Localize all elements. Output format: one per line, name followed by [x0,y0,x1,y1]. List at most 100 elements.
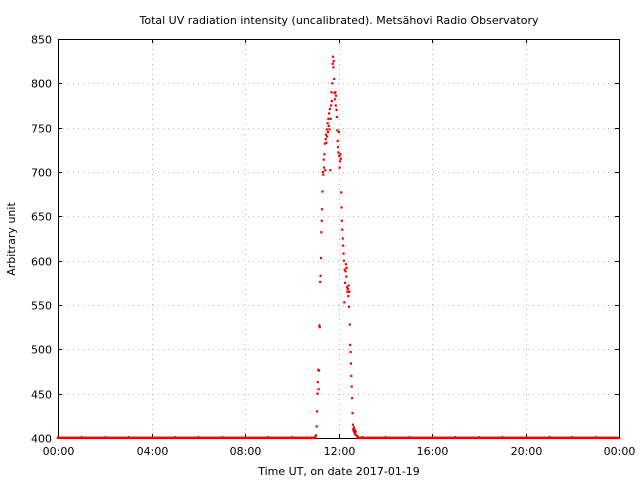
baseline-point [582,436,586,439]
data-point [328,112,331,115]
baseline-point [167,436,171,439]
baseline-point [177,436,180,439]
data-point [332,60,335,63]
x-tick-label: 16:00 [417,445,449,458]
baseline-point [489,436,492,439]
baseline-point [586,436,590,439]
baseline-point [121,436,124,439]
baseline-point [288,436,292,439]
data-point [321,170,325,174]
data-point [342,244,345,247]
baseline-point [179,436,182,439]
baseline-point [465,436,469,439]
baseline-point [185,436,188,439]
baseline-point [214,436,217,439]
baseline-point [290,436,293,439]
baseline-point [124,436,128,439]
baseline-point [380,436,383,439]
baseline-point [389,436,393,439]
data-point [340,206,343,209]
data-point [351,412,354,415]
baseline-point [78,436,81,439]
baseline-point [613,436,617,439]
baseline-point [598,436,601,439]
baseline-point [276,436,280,439]
baseline-point [532,436,535,439]
baseline-point [286,436,290,439]
baseline-point [559,436,562,439]
baseline-point [522,436,525,439]
baseline-point [302,436,305,439]
baseline-point [311,436,315,439]
data-point [351,423,355,426]
data-point [356,436,360,439]
data-point [317,369,321,372]
baseline-point [210,436,214,439]
baseline-point [569,436,572,439]
baseline-point [97,436,101,439]
baseline-point [253,436,256,439]
baseline-point [372,436,375,439]
baseline-point [409,436,412,439]
data-point [329,169,332,172]
data-point [314,434,318,437]
baseline-point [222,436,225,439]
grid-lines [58,39,619,438]
data-point [354,433,357,436]
baseline-point [541,436,545,439]
baseline-point [226,436,229,439]
baseline-point [70,436,73,439]
baseline-point [574,436,578,439]
data-point [316,381,319,384]
baseline-point [236,436,239,439]
baseline-point [485,436,488,439]
baseline-point [76,436,79,439]
data-point [344,263,348,266]
baseline-point [265,436,268,439]
data-point [350,374,353,378]
baseline-point [508,436,512,439]
baseline-point [267,436,270,439]
y-tick-label: 750 [31,123,52,136]
data-point [330,91,333,94]
baseline-point [212,436,216,439]
baseline-point [500,436,504,439]
data-point [323,153,326,156]
x-axis: 00:00 04:00 08:00 12:00 16:00 20:00 00:00 [43,39,635,458]
data-point [315,410,319,413]
baseline-point [271,436,274,439]
baseline-point [245,436,249,439]
baseline-point [68,436,71,439]
baseline-point [611,436,615,439]
baseline-point [117,436,120,439]
baseline-point [163,436,167,439]
data-point [330,99,333,103]
baseline-point [434,436,438,439]
baseline-point [535,436,539,439]
baseline-point [56,436,60,439]
baseline-point [103,436,106,439]
baseline-point [130,436,134,439]
baseline-point [461,436,465,439]
baseline-point [448,436,451,439]
baseline-point [91,436,95,439]
baseline-point [261,436,264,439]
data-point [333,77,336,80]
baseline-point [257,436,260,439]
baseline-point [567,436,570,439]
baseline-point [594,436,597,439]
baseline-point [469,436,473,439]
baseline-point [60,436,64,439]
baseline-point [606,436,609,439]
baseline-point [274,436,278,439]
y-tick-label: 500 [31,344,52,357]
data-point [350,385,353,388]
data-point [347,295,350,298]
baseline-point [514,436,517,439]
baseline-point [198,436,202,439]
baseline-point [183,436,186,439]
y-tick-label: 850 [31,34,52,47]
data-point [353,431,356,434]
baseline-point [376,436,379,439]
baseline-point [109,436,112,439]
